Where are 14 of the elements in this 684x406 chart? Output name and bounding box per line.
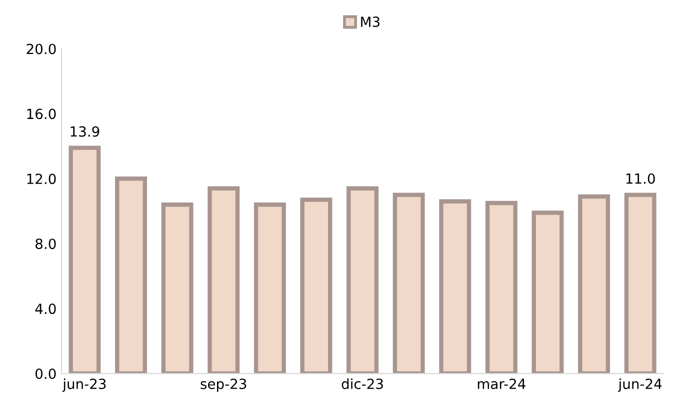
y-tick-label: 12.0 [27, 174, 56, 184]
x-tick-label: dic-23 [342, 378, 383, 390]
legend-label: M3 [361, 16, 380, 28]
data-label: 13.9 [70, 126, 100, 137]
y-tick-label: 4.0 [35, 304, 56, 314]
y-tick-label: 16.0 [27, 108, 56, 120]
y-tick-label: 20.0 [26, 44, 56, 54]
x-tick-label: mar-24 [478, 378, 526, 390]
x-tick-label: jun-23 [62, 378, 106, 392]
data-label: 11.0 [626, 173, 655, 184]
y-tick-label: 8.0 [36, 238, 56, 250]
y-tick-label: 0.0 [36, 368, 56, 379]
x-tick-label: jun-24 [618, 378, 662, 392]
x-tick-label: sep-23 [200, 378, 246, 392]
